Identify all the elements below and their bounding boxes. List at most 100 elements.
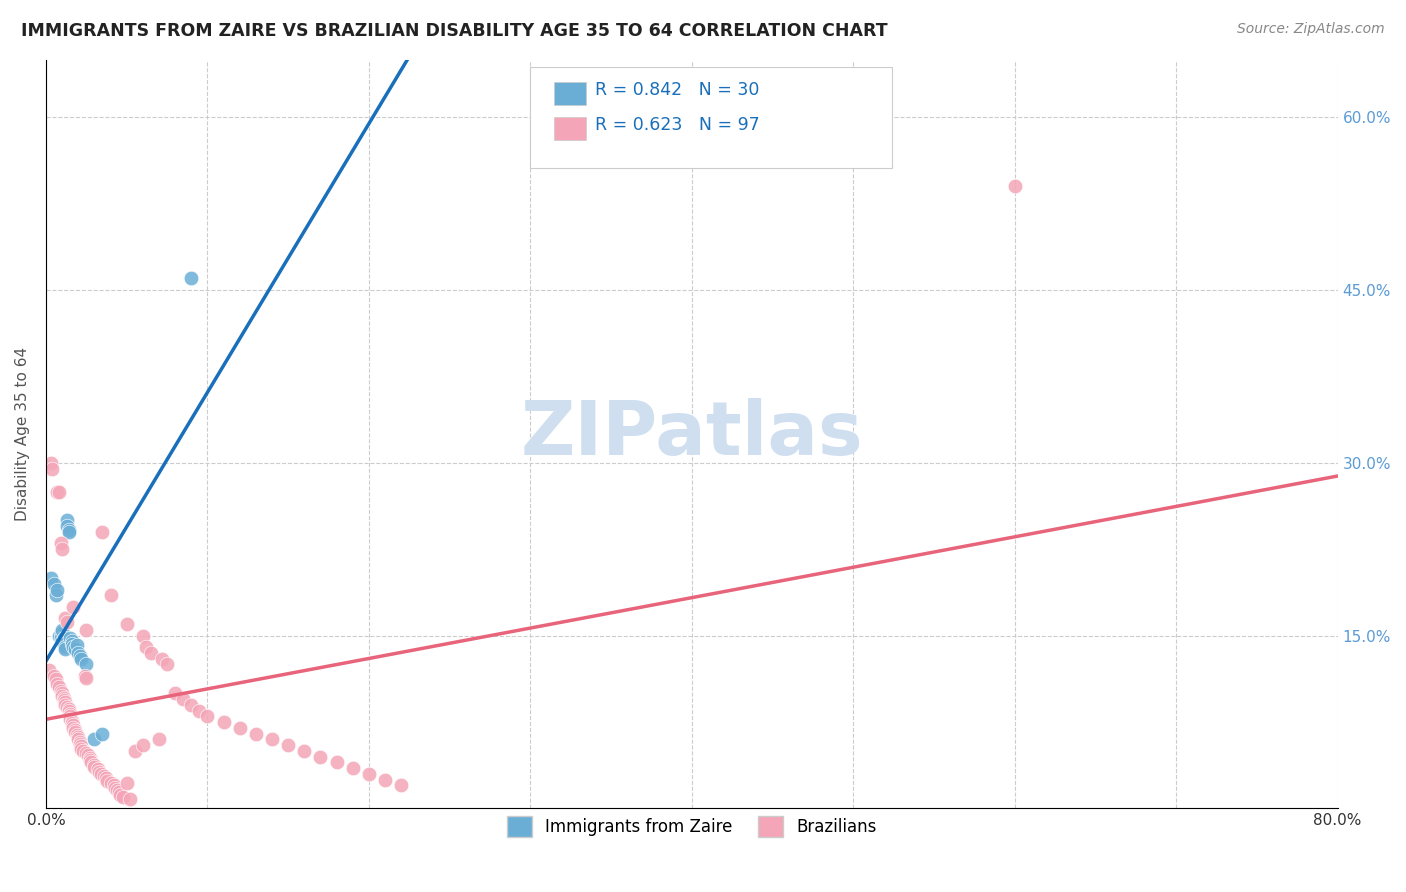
Point <box>389 778 412 792</box>
Point <box>52 693 75 707</box>
Point <box>212 714 235 729</box>
Point <box>60 637 83 651</box>
Point <box>89 764 111 779</box>
Point <box>63 725 86 739</box>
Point <box>51 623 73 637</box>
Point <box>83 757 105 772</box>
Point <box>104 780 127 795</box>
Point <box>91 524 114 539</box>
Point <box>48 629 70 643</box>
Point <box>63 642 86 657</box>
FancyBboxPatch shape <box>554 82 586 104</box>
Point <box>39 456 62 470</box>
Text: R = 0.623   N = 97: R = 0.623 N = 97 <box>595 116 759 134</box>
Point <box>70 739 93 754</box>
Point <box>94 772 117 786</box>
Point <box>70 741 93 756</box>
FancyBboxPatch shape <box>530 67 891 169</box>
Point <box>41 461 63 475</box>
Point <box>96 773 118 788</box>
Point <box>53 611 76 625</box>
Point <box>86 762 108 776</box>
Point <box>325 756 347 770</box>
Point <box>38 663 60 677</box>
Point <box>90 767 112 781</box>
Point <box>52 690 75 705</box>
Point <box>66 638 89 652</box>
Point <box>1004 179 1026 194</box>
Point <box>51 634 73 648</box>
Point <box>156 657 179 672</box>
Point <box>42 576 65 591</box>
Point <box>165 686 187 700</box>
Point <box>46 582 69 597</box>
Point <box>245 726 267 740</box>
Y-axis label: Disability Age 35 to 64: Disability Age 35 to 64 <box>15 347 30 521</box>
Point <box>52 637 75 651</box>
Point <box>342 761 364 775</box>
Point <box>67 646 90 660</box>
Point <box>53 642 76 657</box>
Point <box>357 767 380 781</box>
Point <box>77 748 100 763</box>
Point <box>49 626 72 640</box>
Point <box>110 788 132 802</box>
Point <box>292 744 315 758</box>
Point <box>59 712 82 726</box>
Point <box>139 646 162 660</box>
Point <box>46 484 69 499</box>
Point <box>51 689 73 703</box>
Text: R = 0.842   N = 30: R = 0.842 N = 30 <box>595 80 759 99</box>
Point <box>49 631 72 645</box>
Point <box>66 728 89 742</box>
Point <box>62 721 84 735</box>
Point <box>75 671 97 685</box>
Point <box>62 718 84 732</box>
Point <box>51 542 73 557</box>
Point <box>100 776 122 790</box>
Point <box>73 669 96 683</box>
Point <box>79 750 101 764</box>
Point <box>58 704 80 718</box>
Point <box>132 738 155 752</box>
Text: IMMIGRANTS FROM ZAIRE VS BRAZILIAN DISABILITY AGE 35 TO 64 CORRELATION CHART: IMMIGRANTS FROM ZAIRE VS BRAZILIAN DISAB… <box>21 22 887 40</box>
Point <box>124 744 146 758</box>
Point <box>83 760 105 774</box>
Point <box>67 732 90 747</box>
Point <box>100 588 122 602</box>
Point <box>52 631 75 645</box>
Text: ZIPatlas: ZIPatlas <box>520 398 863 470</box>
Point <box>260 732 283 747</box>
Point <box>53 696 76 710</box>
Point <box>135 640 157 655</box>
Point <box>148 732 170 747</box>
Point <box>79 753 101 767</box>
Point <box>277 738 299 752</box>
Point <box>115 776 138 790</box>
Point <box>58 702 80 716</box>
Point <box>197 709 219 723</box>
Point <box>69 737 91 751</box>
Point <box>72 744 94 758</box>
Point <box>75 623 97 637</box>
Point <box>107 785 129 799</box>
Point <box>59 631 82 645</box>
Point <box>49 536 72 550</box>
Point <box>180 698 202 712</box>
Point <box>83 732 105 747</box>
Point <box>56 519 79 533</box>
Point <box>62 640 84 655</box>
Legend: Immigrants from Zaire, Brazilians: Immigrants from Zaire, Brazilians <box>499 808 884 845</box>
Point <box>188 704 211 718</box>
Point <box>56 513 79 527</box>
Point <box>374 772 396 787</box>
Point <box>228 721 250 735</box>
Point <box>172 692 194 706</box>
Point <box>49 684 72 698</box>
Point <box>67 730 90 744</box>
Point <box>58 523 80 537</box>
Point <box>75 657 97 672</box>
Point <box>59 709 82 723</box>
Point <box>112 789 135 804</box>
Point <box>80 756 103 770</box>
